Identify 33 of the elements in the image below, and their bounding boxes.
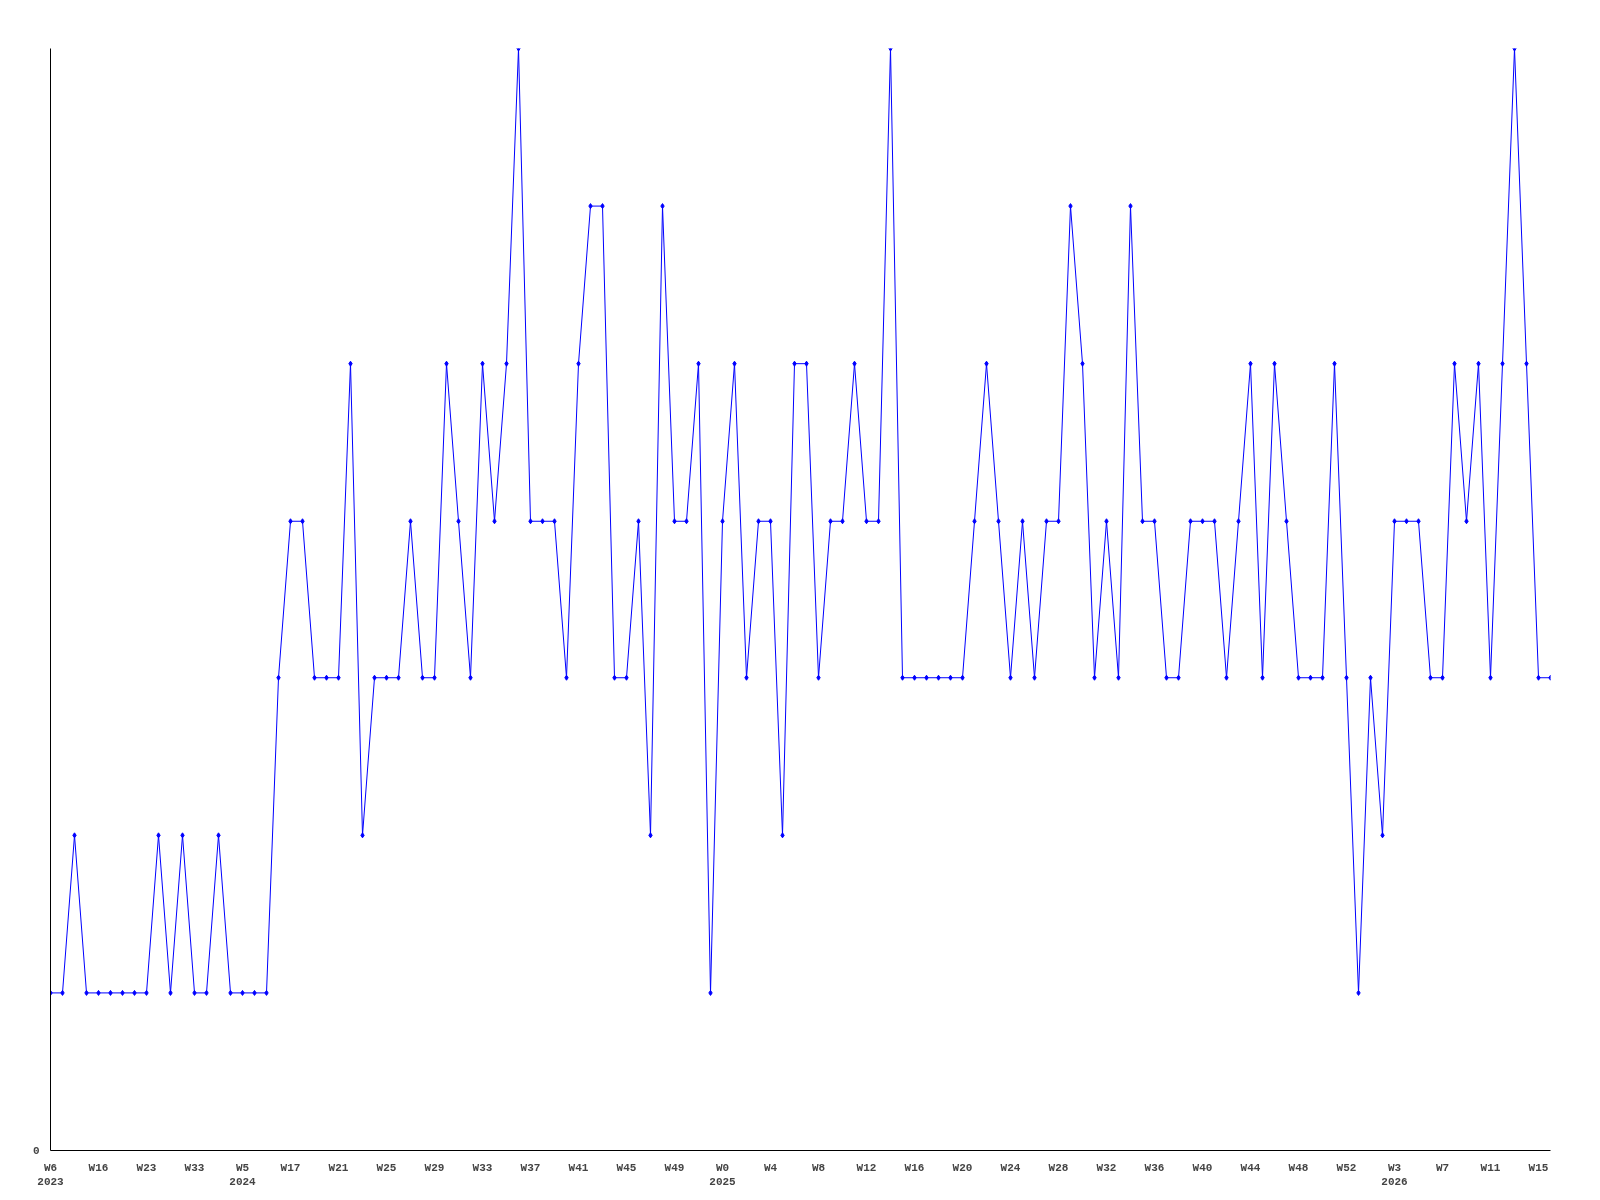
x-tick-label: W36 (1144, 1161, 1165, 1174)
x-tick-label: W7 (1435, 1161, 1450, 1174)
x-tick-label: W15 (1528, 1161, 1549, 1174)
x-tick-label: W21 (328, 1161, 349, 1174)
x-tick-label: W23 (136, 1161, 157, 1174)
x-tick-label: W41 (568, 1161, 589, 1174)
x-tick-label: W20 (952, 1161, 973, 1174)
x-tick-label: W37 (520, 1161, 541, 1174)
x-tick-label: W40 (1192, 1161, 1213, 1174)
x-tick-label: W44 (1240, 1161, 1261, 1174)
x-tick-label: W33 (184, 1161, 205, 1174)
x-tick-label: W0 2025 (709, 1161, 737, 1188)
x-tick-label: W3 2026 (1381, 1161, 1408, 1188)
x-tick-label: W29 (424, 1161, 445, 1174)
x-tick-label: W52 (1336, 1161, 1357, 1174)
x-tick-label: W25 (376, 1161, 397, 1174)
x-tick-label: W49 (664, 1161, 685, 1174)
x-tick-label: W4 (763, 1161, 778, 1174)
x-tick-label: W17 (280, 1161, 301, 1174)
x-tick-label: W16 (904, 1161, 925, 1174)
x-tick-label: W48 (1288, 1161, 1309, 1174)
x-tick-label: W33 (472, 1161, 493, 1174)
x-tick-label: W32 (1096, 1161, 1117, 1174)
text: 0 (32, 1145, 40, 1157)
x-tick-label: W45 (616, 1161, 637, 1174)
x-tick-label: W6 2023 (37, 1161, 65, 1188)
x-tick-label: W16 (88, 1161, 109, 1174)
x-tick-label: W28 (1048, 1161, 1069, 1174)
x-tick-label: W5 2024 (229, 1161, 257, 1188)
x-tick-label: W12 (856, 1161, 877, 1174)
x-tick-label: W11 (1480, 1161, 1501, 1174)
x-tick-label: W24 (1000, 1161, 1021, 1174)
x-tick-label: W8 (811, 1161, 826, 1174)
